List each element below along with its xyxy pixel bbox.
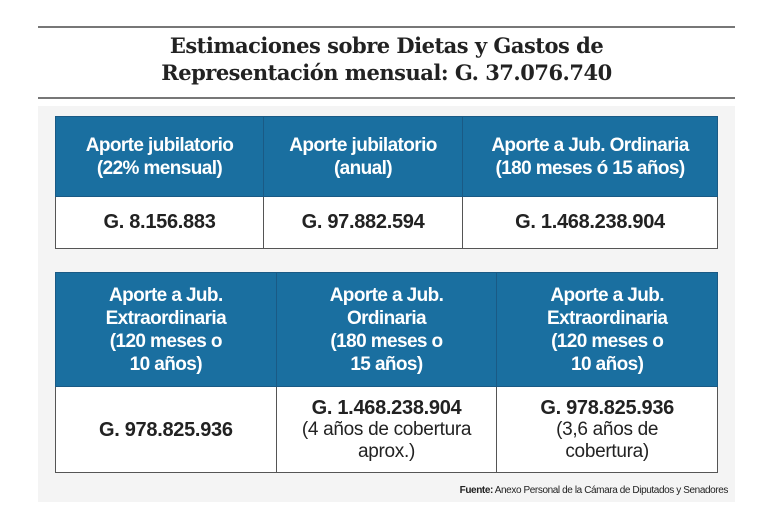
source-note: Fuente: Anexo Personal de la Cámara de D… xyxy=(459,485,729,496)
value-cell: G. 1.468.238.904 xyxy=(462,196,718,249)
value-cell: G. 97.882.594 xyxy=(263,196,463,249)
header-cell: Aporte a Jub. Ordinaria (180 meses o 15 año… xyxy=(275,272,498,387)
value-row: G. 978.825.936 G. 1.468.238.904 (4 años d… xyxy=(55,386,718,473)
title-line-1: Estimaciones sobre Dietas y Gastos de xyxy=(169,33,604,58)
value-cell: G. 1.468.238.904 (4 años de cobertura apro… xyxy=(275,386,498,473)
header-cell: Aporte a Jub. Ordinaria (180 meses ó 15 a… xyxy=(462,116,718,197)
value-row: G. 8.156.883 G. 97.882.594 G. 1.468.238.… xyxy=(55,196,718,249)
contributions-table-1: Aporte jubilatorio (22% mensual) Aporte j… xyxy=(55,116,718,249)
value-cell: G. 8.156.883 xyxy=(55,196,264,249)
page-title: Estimaciones sobre Dietas y Gastos de Re… xyxy=(38,32,735,86)
title-line-2: Representación mensual: G. 37.076.740 xyxy=(161,60,612,85)
header-row: Aporte jubilatorio (22% mensual) Aporte j… xyxy=(55,116,718,197)
title-divider xyxy=(38,97,735,99)
top-divider xyxy=(38,26,735,28)
header-cell: Aporte jubilatorio (anual) xyxy=(263,116,463,197)
header-cell: Aporte jubilatorio (22% mensual) xyxy=(55,116,264,197)
value-cell: G. 978.825.936 (3,6 años de cobertura) xyxy=(496,386,718,473)
value-cell: G. 978.825.936 xyxy=(55,386,277,473)
